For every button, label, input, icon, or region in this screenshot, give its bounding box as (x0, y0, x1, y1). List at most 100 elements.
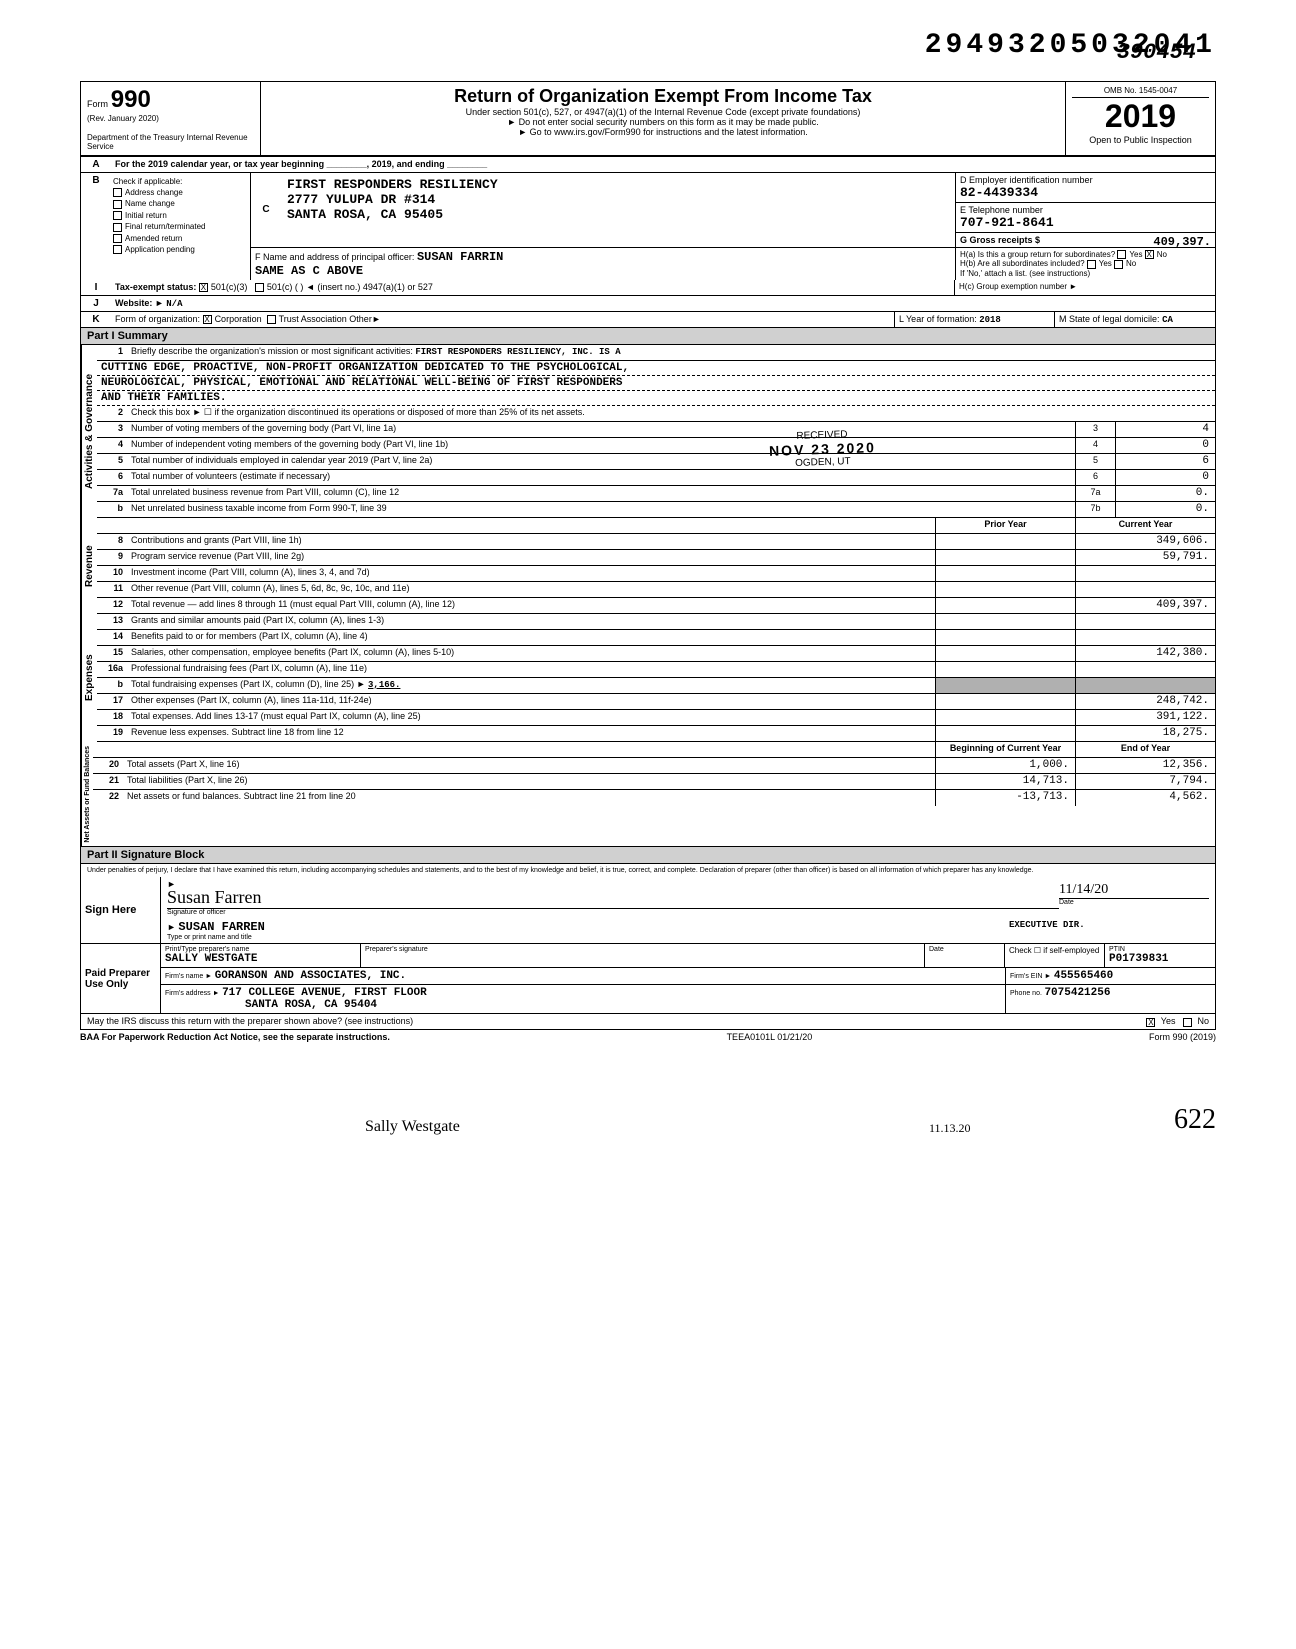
line7a-val: 0. (1115, 486, 1215, 501)
label-b: B (81, 173, 111, 280)
line7b-val: 0. (1115, 502, 1215, 517)
tax-exempt-status: Tax-exempt status: X501(c)(3) 501(c) ( )… (111, 280, 955, 295)
form-revision: (Rev. January 2020) (87, 114, 254, 123)
line-a-text: For the 2019 calendar year, or tax year … (111, 157, 1215, 172)
checkbox-column: Check if applicable: Address change Name… (111, 173, 251, 280)
handwritten-initials: 622 (80, 1104, 1216, 1136)
beginning-header: Beginning of Current Year (935, 742, 1075, 757)
line4-val: 0 (1115, 438, 1215, 453)
activities-governance-section: Activities & Governance 1Briefly describ… (80, 345, 1216, 518)
current-year-header: Current Year (1075, 518, 1215, 533)
line-k-row: K Form of organization: XCorporation Tru… (80, 312, 1216, 328)
netassets-rows: Beginning of Current YearEnd of Year 20T… (93, 742, 1215, 847)
page: 29493205032041 Form 990 (Rev. January 20… (80, 30, 1216, 1136)
chk-app-pending[interactable]: Application pending (113, 245, 248, 254)
footer-center: TEEA0101L 01/21/20 (727, 1032, 813, 1042)
part2-header: Part II Signature Block (80, 847, 1216, 864)
omb-number: OMB No. 1545-0047 (1072, 86, 1209, 98)
self-employed-check: Check ☐ if self-employed (1005, 944, 1105, 967)
line22-beg: -13,713. (935, 790, 1075, 806)
prep-date: 11.13.20 (929, 1121, 971, 1136)
line6-val: 0 (1115, 470, 1215, 485)
netassets-section: Net Assets or Fund Balances Beginning of… (80, 742, 1216, 848)
label-k: K (81, 312, 111, 327)
line-a-row: A For the 2019 calendar year, or tax yea… (80, 157, 1216, 173)
line17-curr: 248,742. (1075, 694, 1215, 709)
revenue-rows: Prior YearCurrent Year 8Contributions an… (97, 518, 1215, 614)
line18-curr: 391,122. (1075, 710, 1215, 725)
line19-curr: 18,275. (1075, 726, 1215, 741)
box-g: G Gross receipts $ 409,397. (955, 233, 1215, 248)
mission-1: FIRST RESPONDERS RESILIENCY, INC. IS A (415, 347, 620, 357)
chk-address-change[interactable]: Address change (113, 188, 248, 197)
mission-2: CUTTING EDGE, PROACTIVE, NON-PROFIT ORGA… (97, 361, 1215, 376)
end-header: End of Year (1075, 742, 1215, 757)
form-subtitle3: ► Go to www.irs.gov/Form990 for instruct… (267, 127, 1059, 137)
gross-receipts: 409,397. (1153, 235, 1211, 249)
website-value: N/A (166, 299, 182, 309)
officer-typed-name: SUSAN FARREN (178, 920, 264, 934)
label-a: A (81, 157, 111, 172)
chk-initial-return[interactable]: Initial return (113, 211, 248, 220)
line9-curr: 59,791. (1075, 550, 1215, 565)
form-header: Form 990 (Rev. January 2020) Department … (80, 81, 1216, 157)
officer-addr: SAME AS C ABOVE (255, 264, 363, 278)
label-c: C (251, 173, 281, 247)
activities-rows: 1Briefly describe the organization's mis… (97, 345, 1215, 518)
sidebar-activities: Activities & Governance (81, 345, 97, 518)
form-of-org: Form of organization: XCorporation Trust… (111, 312, 895, 327)
line21-beg: 14,713. (935, 774, 1075, 789)
inspection-notice: Open to Public Inspection (1072, 135, 1209, 145)
line21-end: 7,794. (1075, 774, 1215, 789)
line-j-row: J Website: ► N/A (80, 296, 1216, 312)
document-number: 29493205032041 (80, 30, 1216, 61)
box-e: E Telephone number 707-921-8641 (955, 203, 1215, 233)
firm-phone: 7075421256 (1044, 987, 1110, 999)
sidebar-revenue: Revenue (81, 518, 97, 614)
chk-amended[interactable]: Amended return (113, 234, 248, 243)
org-addr1: 2777 YULUPA DR #314 (287, 192, 949, 207)
line16a-curr (1075, 662, 1215, 677)
signature-block: Sign Here ► Susan Farren Signature of of… (80, 877, 1216, 1029)
firm-ein: 455565460 (1054, 970, 1113, 982)
box-h: H(a) Is this a group return for subordin… (955, 248, 1215, 280)
org-name-address: FIRST RESPONDERS RESILIENCY 2777 YULUPA … (281, 173, 955, 247)
paid-preparer-label: Paid Preparer Use Only (81, 944, 161, 1013)
handwritten-filing: 390454 (1117, 40, 1196, 65)
org-name: FIRST RESPONDERS RESILIENCY (287, 177, 949, 192)
part1-header: Part I Summary (80, 328, 1216, 345)
officer-row: F Name and address of principal officer:… (251, 247, 955, 280)
form-header-left: Form 990 (Rev. January 2020) Department … (81, 82, 261, 155)
line10-curr (1075, 566, 1215, 581)
line16b-val: 3,166. (368, 680, 400, 690)
firm-name: GORANSON AND ASSOCIATES, INC. (215, 970, 406, 982)
chk-name-change[interactable]: Name change (113, 199, 248, 208)
officer-title: EXECUTIVE DIR. (1009, 920, 1209, 941)
form-header-center: Return of Organization Exempt From Incom… (261, 82, 1065, 155)
line12-curr: 409,397. (1075, 598, 1215, 613)
line5-val: 6 (1115, 454, 1215, 469)
mission-4: AND THEIR FAMILIES. (97, 391, 1215, 406)
line15-curr: 142,380. (1075, 646, 1215, 661)
box-d: D Employer identification number 82-4439… (955, 173, 1215, 203)
form-subtitle2: ► Do not enter social security numbers o… (267, 117, 1059, 127)
line20-end: 12,356. (1075, 758, 1215, 773)
footer-right: Form 990 (2019) (1149, 1032, 1216, 1042)
officer-signature: Susan Farren (167, 887, 261, 908)
form-header-right: OMB No. 1545-0047 2019 Open to Public In… (1065, 82, 1215, 155)
ptin-value: P01739831 (1109, 953, 1211, 965)
center-identity: C FIRST RESPONDERS RESILIENCY 2777 YULUP… (251, 173, 955, 280)
line11-curr (1075, 582, 1215, 597)
org-addr2: SANTA ROSA, CA 95405 (287, 207, 949, 222)
prior-year-header: Prior Year (935, 518, 1075, 533)
chk-final-return[interactable]: Final return/terminated (113, 222, 248, 231)
firm-addr2: SANTA ROSA, CA 95404 (245, 999, 377, 1011)
paid-preparer-row: Paid Preparer Use Only Print/Type prepar… (81, 944, 1215, 1014)
sidebar-netassets: Net Assets or Fund Balances (81, 742, 93, 847)
firm-addr1: 717 COLLEGE AVENUE, FIRST FLOOR (222, 987, 427, 999)
identity-block: B Check if applicable: Address change Na… (80, 173, 1216, 280)
form-subtitle1: Under section 501(c), 527, or 4947(a)(1)… (267, 107, 1059, 117)
received-stamp: RECEIVED NOV 23 2020 OGDEN, UT (769, 428, 877, 470)
form-number: 990 (111, 86, 151, 113)
penalty-text: Under penalties of perjury, I declare th… (80, 864, 1216, 877)
